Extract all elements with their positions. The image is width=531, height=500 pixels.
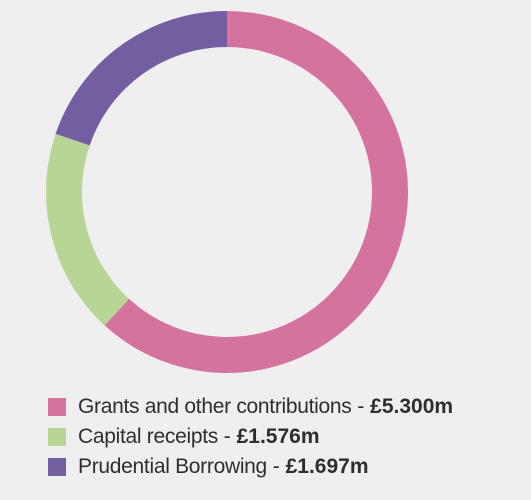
legend-label-capital-receipts: Capital receipts: [78, 425, 218, 448]
legend-swatch-capital-receipts: [48, 428, 66, 446]
donut-slice-capital-receipts: [45, 133, 129, 326]
chart-legend: Grants and other contributions - £5.300m…: [48, 395, 453, 485]
legend-item-grants: Grants and other contributions - £5.300m: [48, 395, 453, 419]
legend-separator: -: [217, 425, 237, 448]
legend-label-prudential-borrowing: Prudential Borrowing: [78, 455, 267, 478]
legend-value-prudential-borrowing: £1.697m: [285, 455, 369, 478]
legend-swatch-prudential-borrowing: [48, 458, 66, 476]
legend-item-prudential-borrowing: Prudential Borrowing - £1.697m: [48, 455, 453, 479]
legend-label-grants: Grants and other contributions: [78, 395, 352, 418]
legend-item-capital-receipts: Capital receipts - £1.576m: [48, 425, 453, 449]
legend-swatch-grants: [48, 398, 66, 416]
legend-separator: -: [351, 395, 371, 418]
donut-chart: [45, 11, 409, 374]
donut-slice-grants: [104, 11, 409, 374]
legend-separator: -: [266, 455, 286, 478]
legend-value-grants: £5.300m: [370, 395, 454, 418]
legend-value-capital-receipts: £1.576m: [236, 425, 320, 448]
donut-slice-prudential-borrowing: [55, 11, 227, 146]
